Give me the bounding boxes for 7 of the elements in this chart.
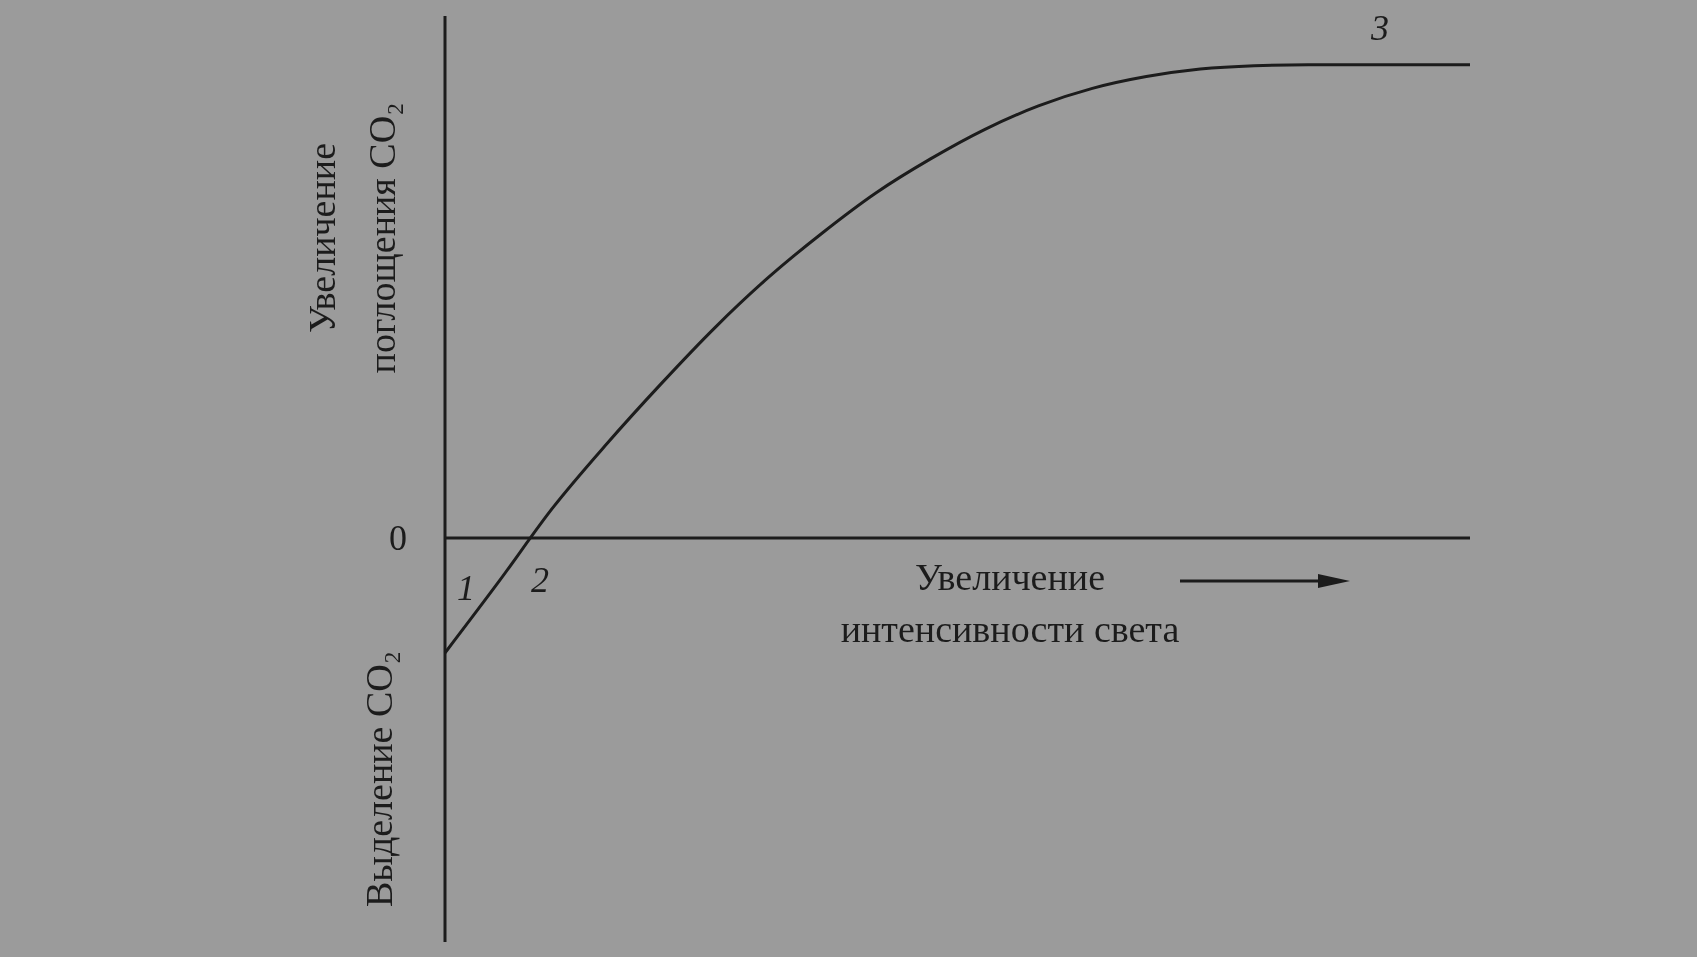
x-axis-title: Увеличение интенсивности света (840, 556, 1180, 650)
text: 3 (1370, 8, 1389, 48)
annotation: 2 (531, 560, 549, 600)
annotation: 1 (457, 568, 475, 608)
text: 0 (389, 518, 407, 558)
y-axis-title: Увеличение поглощения CO₂ (301, 102, 403, 374)
text: Выделение CO₂ (358, 651, 400, 907)
